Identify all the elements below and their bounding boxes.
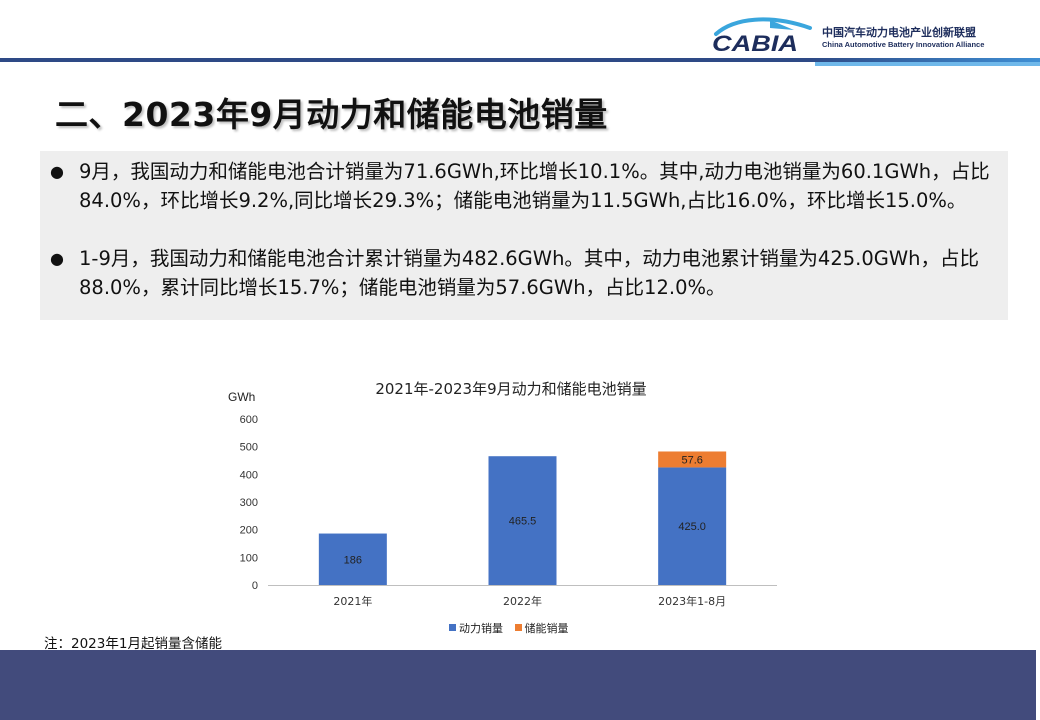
y-tick-label: 0 (252, 580, 258, 592)
y-tick-label: 600 (240, 414, 258, 426)
summary-box: ● 9月，我国动力和储能电池合计销量为71.6GWh,环比增长10.1%。其中,… (40, 151, 1008, 320)
bar-storage (658, 451, 727, 468)
bar-power (488, 456, 557, 585)
legend-swatch-storage (514, 624, 522, 631)
chart-title: 2021年-2023年9月动力和储能电池销量 (375, 380, 647, 398)
bullet-dot-icon: ● (50, 249, 64, 268)
legend-label-power: 动力销量 (459, 622, 503, 635)
x-tick-label: 2021年 (333, 594, 372, 608)
header-rule (0, 58, 1040, 62)
y-tick-label: 100 (240, 552, 258, 564)
page-title: 二、2023年9月动力和储能电池销量 (55, 95, 608, 134)
bullet-item: ● 9月，我国动力和储能电池合计销量为71.6GWh,环比增长10.1%。其中,… (50, 157, 990, 215)
bullet-text: 1-9月，我国动力和储能电池合计累计销量为482.6GWh。其中，动力电池累计销… (79, 247, 979, 299)
data-label: 186 (344, 554, 362, 566)
bullet-item: ● 1-9月，我国动力和储能电池合计累计销量为482.6GWh。其中，动力电池累… (50, 244, 990, 302)
legend-label-storage: 储能销量 (524, 622, 569, 635)
data-label: 425.0 (678, 521, 706, 533)
data-label: 465.5 (509, 516, 537, 528)
data-label: 57.6 (681, 454, 702, 466)
y-tick-label: 300 (240, 497, 258, 509)
cabia-logo: CABIA 中国汽车动力电池产业创新联盟 China Automotive Ba… (710, 14, 1010, 54)
y-tick-label: 400 (240, 469, 258, 481)
x-tick-label: 2022年 (503, 594, 542, 608)
bar-power (318, 533, 387, 585)
org-name-en: China Automotive Battery Innovation Alli… (822, 40, 985, 49)
x-tick-label: 2023年1-8月 (658, 594, 726, 608)
chart-legend: 动力销量 储能销量 (449, 620, 577, 636)
footnote: 注：2023年1月起销量含储能 (44, 636, 222, 652)
bullet-text: 9月，我国动力和储能电池合计销量为71.6GWh,环比增长10.1%。其中,动力… (79, 160, 990, 212)
logo-mark: CABIA (712, 17, 812, 54)
legend-swatch-power (449, 624, 456, 631)
legend-item-storage: 储能销量 (514, 620, 569, 636)
y-axis-unit: GWh (228, 390, 256, 404)
org-name-cn: 中国汽车动力电池产业创新联盟 (822, 26, 976, 39)
footer-band (0, 650, 1036, 720)
legend-item-power: 动力销量 (449, 620, 503, 636)
y-tick-label: 200 (240, 525, 258, 537)
logo-text: CABIA (712, 31, 798, 54)
y-tick-label: 500 (240, 442, 258, 454)
bullet-dot-icon: ● (50, 162, 64, 181)
bar-power (658, 467, 727, 585)
header-rule-accent (815, 62, 1040, 66)
